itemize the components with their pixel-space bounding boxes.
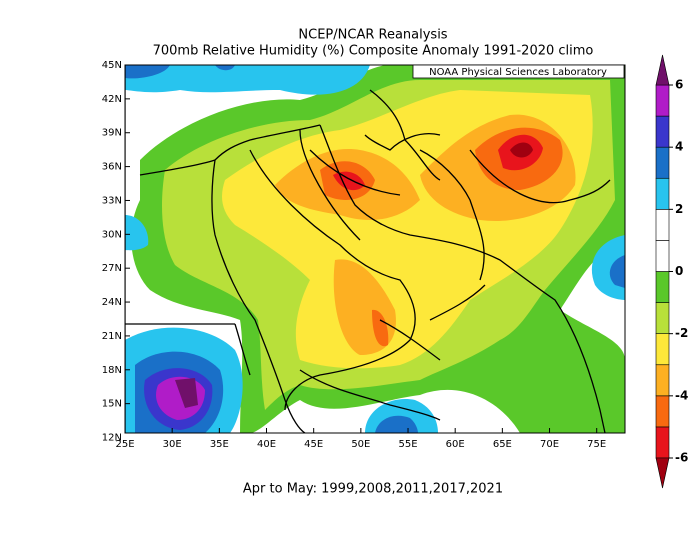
colorbar-segment — [655, 240, 670, 272]
y-tick-label: 30N — [102, 229, 122, 240]
x-tick-label: 65E — [493, 439, 512, 450]
coastline — [125, 65, 441, 433]
colorbar-label: 0 — [675, 264, 683, 278]
x-tick-label: 55E — [398, 439, 417, 450]
y-tick-label: 18N — [102, 365, 122, 376]
colorbar-segment — [655, 271, 670, 303]
x-tick-label: 40E — [257, 439, 276, 450]
colorbar-label: 6 — [675, 78, 683, 92]
colorbar-segment — [655, 333, 670, 366]
caption: Apr to May: 1999,2008,2011,2017,2021 — [243, 482, 503, 497]
anomaly-field — [125, 65, 625, 433]
x-tick-label: 60E — [446, 439, 465, 450]
subtitle: 700mb Relative Humidity (%) Composite An… — [153, 44, 594, 59]
title: NCEP/NCAR Reanalysis — [298, 28, 447, 43]
colorbar-segment — [655, 426, 670, 459]
x-tick-label: 70E — [540, 439, 559, 450]
colorbar-label: 2 — [675, 202, 683, 216]
y-tick-label: 42N — [102, 94, 122, 105]
coastlines — [125, 65, 611, 433]
x-tick-label: 75E — [587, 439, 606, 450]
colorbar-segment — [655, 146, 670, 179]
colorbar-segment — [655, 177, 670, 210]
plot-frame — [124, 64, 626, 434]
field-blue2-s — [375, 415, 418, 433]
field-darkred — [510, 142, 533, 158]
x-tick-label: 25E — [115, 439, 134, 450]
x-tick-label: 50E — [351, 439, 370, 450]
coastline — [319, 124, 606, 433]
y-tick-label: 45N — [102, 60, 122, 71]
colorbar-segment — [655, 364, 670, 397]
colorbar-extend-low — [655, 457, 670, 489]
y-tick-label: 36N — [102, 162, 122, 173]
y-tick-label: 15N — [102, 399, 122, 410]
field-blue2-e — [609, 255, 625, 288]
y-tick-label: 33N — [102, 195, 122, 206]
field-blue-w — [125, 215, 149, 251]
colorbar-label: -6 — [675, 451, 688, 465]
colorbar-label: 4 — [675, 140, 683, 154]
colorbar-segment — [655, 84, 670, 117]
colorbar-label: -4 — [675, 388, 688, 402]
colorbar-extend-high — [655, 54, 670, 86]
y-tick-label: 24N — [102, 297, 122, 308]
field-purple-sw — [175, 378, 198, 408]
colorbar-segment — [655, 209, 670, 241]
border — [125, 129, 611, 376]
credit: NOAA Physical Sciences Laboratory — [429, 67, 607, 78]
x-tick-label: 45E — [304, 439, 323, 450]
colorbar-segment — [655, 115, 670, 148]
field-red — [333, 134, 543, 191]
credit-box — [412, 64, 625, 79]
y-tick-label: 39N — [102, 128, 122, 139]
x-tick-label: 30E — [163, 439, 182, 450]
x-tick-label: 35E — [210, 439, 229, 450]
y-tick-label: 27N — [102, 263, 122, 274]
colorbar-segment — [655, 395, 670, 428]
field-blue2-nw — [125, 65, 235, 79]
colorbar-label: -2 — [675, 326, 688, 340]
y-tick-label: 21N — [102, 331, 122, 342]
coastline — [299, 369, 441, 421]
field-blue-nw — [125, 65, 370, 95]
y-tick-label: 12N — [102, 433, 122, 444]
coastline — [139, 124, 321, 433]
colorbar-segment — [655, 302, 670, 334]
coastline — [249, 149, 416, 411]
